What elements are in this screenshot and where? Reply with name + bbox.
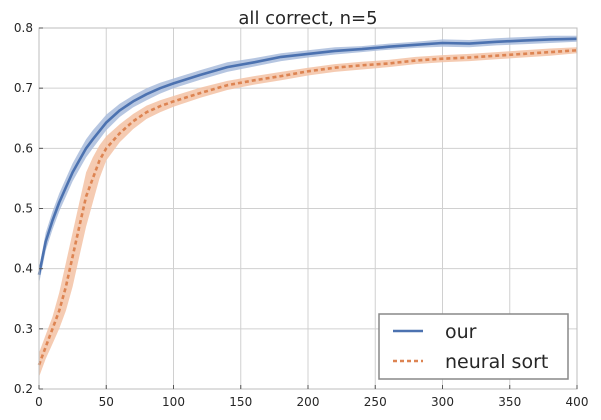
y-tick-label: 0.3	[14, 322, 33, 336]
y-tick-label: 0.5	[14, 202, 33, 216]
x-tick-label: 150	[229, 395, 252, 409]
x-tick-label: 0	[35, 395, 43, 409]
series-lines	[37, 37, 578, 366]
legend: our neural sort	[378, 313, 569, 380]
legend-box	[378, 313, 569, 380]
y-tick-label: 0.8	[14, 21, 33, 35]
series-line-1	[37, 49, 578, 366]
x-tick-label: 250	[364, 395, 387, 409]
legend-label-0: our	[445, 321, 477, 343]
series-line-0	[37, 37, 578, 275]
legend-label-1: neural sort	[445, 351, 548, 373]
chart-title: all correct, n=5	[238, 8, 377, 29]
y-axis: 0.2 0.3 0.4 0.5 0.6 0.7 0.8	[14, 21, 43, 396]
y-tick-label: 0.4	[14, 262, 33, 276]
y-tick-label: 0.7	[14, 81, 33, 95]
x-axis: 0 50 100 150 200 250 300 350 400	[35, 385, 588, 409]
x-tick-label: 400	[566, 395, 589, 409]
x-tick-label: 350	[498, 395, 521, 409]
y-tick-label: 0.2	[14, 382, 33, 396]
x-tick-label: 200	[297, 395, 320, 409]
x-tick-label: 100	[162, 395, 185, 409]
y-tick-label: 0.6	[14, 141, 33, 155]
x-tick-label: 300	[431, 395, 454, 409]
x-tick-label: 50	[99, 395, 114, 409]
